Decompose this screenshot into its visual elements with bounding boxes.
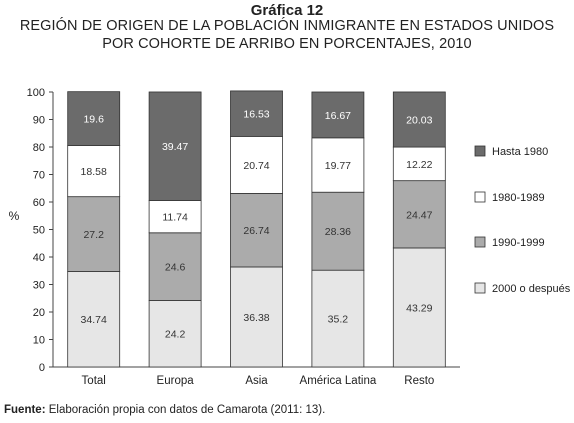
bar-resto-1980-1989 — [392, 146, 446, 182]
legend-swatch-2000-o-despu-s — [474, 282, 486, 294]
bar-am-rica-latina-hasta-1980 — [311, 91, 365, 139]
data-label-total-1980-1989: 18.58 — [81, 166, 107, 178]
data-label-asia-1980-1989: 20.74 — [243, 160, 269, 172]
x-tick-label-resto: Resto — [404, 375, 434, 387]
source-note: Fuente: Elaboración propia con datos de … — [4, 404, 325, 416]
y-tick-label-40: 40 — [33, 252, 45, 264]
bar-asia-1990-1999 — [230, 193, 283, 268]
data-label-asia-hasta-1980: 16.53 — [243, 109, 269, 121]
legend-label-1980-1989: 1980-1989 — [492, 192, 545, 204]
legend-swatch-hasta-1980 — [474, 145, 486, 157]
y-tick-label-60: 60 — [33, 197, 45, 209]
bar-am-rica-latina-1990-1999 — [311, 191, 365, 271]
data-label-asia-2000-o-despu-s: 36.38 — [243, 312, 269, 324]
data-label-am-rica-latina-hasta-1980: 16.67 — [325, 110, 351, 122]
x-tick-label-am-rica-latina: América Latina — [300, 375, 377, 387]
bar-total-hasta-1980 — [67, 91, 121, 146]
bar-am-rica-latina-1980-1989 — [311, 137, 365, 193]
data-label-am-rica-latina-1980-1989: 19.77 — [325, 160, 351, 172]
source-label: Fuente: — [4, 404, 46, 416]
data-label-europa-1980-1989: 11.74 — [162, 212, 188, 224]
y-tick-label-30: 30 — [33, 280, 45, 292]
bar-asia-2000-o-despu-s — [230, 266, 283, 368]
data-label-am-rica-latina-1990-1999: 28.36 — [325, 226, 351, 238]
data-label-total-1990-1999: 27.2 — [83, 229, 104, 241]
bar-europa-1990-1999 — [148, 232, 202, 301]
data-label-europa-hasta-1980: 39.47 — [162, 141, 188, 153]
data-label-resto-1980-1989: 12.22 — [406, 159, 432, 171]
bar-resto-1990-1999 — [392, 180, 446, 249]
bar-resto-2000-o-despu-s — [392, 247, 446, 368]
bar-europa-1980-1989 — [148, 200, 202, 234]
y-tick-label-10: 10 — [33, 335, 45, 347]
x-tick-label-total: Total — [82, 375, 106, 387]
bar-am-rica-latina-2000-o-despu-s — [311, 269, 365, 368]
data-label-resto-hasta-1980: 20.03 — [406, 115, 432, 127]
bar-asia-1980-1989 — [230, 135, 283, 194]
y-tick-label-0: 0 — [39, 362, 45, 374]
legend-swatch-1980-1989 — [474, 191, 486, 203]
data-label-europa-2000-o-despu-s: 24.2 — [165, 329, 186, 341]
y-axis-label: % — [9, 209, 20, 223]
data-label-resto-1990-1999: 24.47 — [406, 209, 432, 221]
y-tick-label-20: 20 — [33, 307, 45, 319]
y-tick-label-100: 100 — [27, 87, 45, 99]
stacked-bar-chart: 0 10 20 30 40 50 60 70 80 90 100% 34.74 27.2 18.58 19.… — [9, 87, 571, 387]
legend-label-2000-o-despu-s: 2000 o después — [492, 283, 571, 295]
legend-label-hasta-1980: Hasta 1980 — [492, 146, 548, 158]
legend-label-1990-1999: 1990-1999 — [492, 237, 545, 249]
data-label-total-2000-o-despu-s: 34.74 — [81, 314, 107, 326]
bar-europa-2000-o-despu-s — [148, 300, 202, 368]
bar-asia-hasta-1980 — [230, 90, 283, 137]
chart-title-line-2: POR COHORTE DE ARRIBO EN PORCENTAJES, 20… — [102, 36, 472, 52]
legend-swatch-1990-1999 — [474, 236, 486, 248]
y-tick-label-70: 70 — [33, 170, 45, 182]
data-label-resto-2000-o-despu-s: 43.29 — [406, 302, 432, 314]
y-tick-label-90: 90 — [33, 115, 45, 127]
data-label-am-rica-latina-2000-o-despu-s: 35.2 — [328, 314, 349, 326]
data-label-asia-1990-1999: 26.74 — [243, 225, 269, 237]
x-tick-label-asia: Asia — [245, 375, 268, 387]
bar-europa-hasta-1980 — [148, 91, 202, 201]
data-label-europa-1990-1999: 24.6 — [165, 262, 186, 274]
y-tick-label-80: 80 — [33, 142, 45, 154]
figure-number: Gráfica 12 — [250, 2, 324, 19]
x-tick-label-europa: Europa — [157, 375, 195, 387]
data-label-total-hasta-1980: 19.6 — [83, 114, 104, 126]
bar-resto-hasta-1980 — [392, 91, 446, 148]
source-text: Elaboración propia con datos de Camarota… — [45, 404, 326, 416]
y-tick-label-50: 50 — [33, 225, 45, 237]
chart-title-line-1: REGIÓN DE ORIGEN DE LA POBLACIÓN INMIGRA… — [19, 18, 555, 34]
